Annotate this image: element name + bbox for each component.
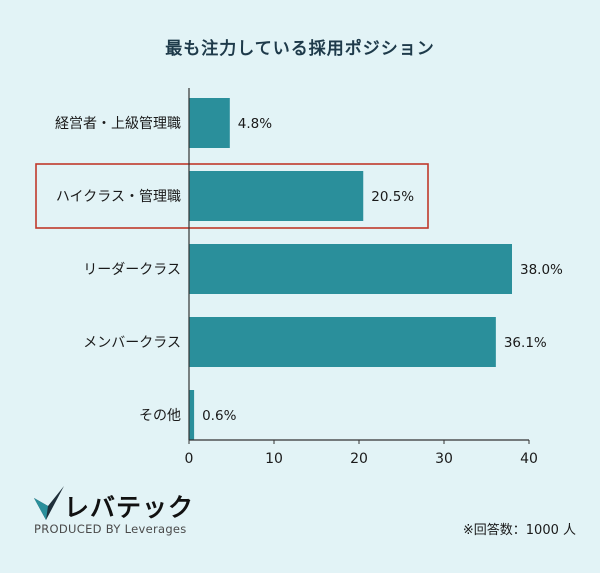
bar xyxy=(189,171,364,221)
x-tick-label: 30 xyxy=(435,451,453,467)
bar xyxy=(189,390,195,440)
response-count-note: ※回答数：1000 人 xyxy=(462,523,576,538)
bar xyxy=(189,317,496,367)
value-label: 0.6% xyxy=(202,408,236,424)
brand-subtitle: PRODUCED BY Leverages xyxy=(34,522,187,536)
category-label: ハイクラス・管理職 xyxy=(56,189,181,205)
brand-name: レバテック xyxy=(64,493,195,522)
x-tick-label: 40 xyxy=(520,451,538,467)
value-label: 38.0% xyxy=(520,262,563,278)
category-label: 経営者・上級管理職 xyxy=(55,116,181,132)
x-tick-label: 20 xyxy=(350,451,368,467)
category-label: リーダークラス xyxy=(83,262,181,278)
x-tick-label: 10 xyxy=(265,451,283,467)
value-label: 36.1% xyxy=(504,335,547,351)
highlight-box xyxy=(35,163,429,229)
value-label: 20.5% xyxy=(371,189,414,205)
x-tick-label: 0 xyxy=(185,451,194,467)
category-label: メンバークラス xyxy=(83,335,181,351)
value-label: 4.8% xyxy=(238,116,272,132)
chart-title: 最も注力している採用ポジション xyxy=(165,39,435,59)
checkmark-icon xyxy=(34,486,64,520)
brand-logo: レバテック PRODUCED BY Leverages xyxy=(34,486,194,548)
category-label: その他 xyxy=(139,408,181,424)
bar xyxy=(189,98,230,148)
bar xyxy=(189,244,512,294)
